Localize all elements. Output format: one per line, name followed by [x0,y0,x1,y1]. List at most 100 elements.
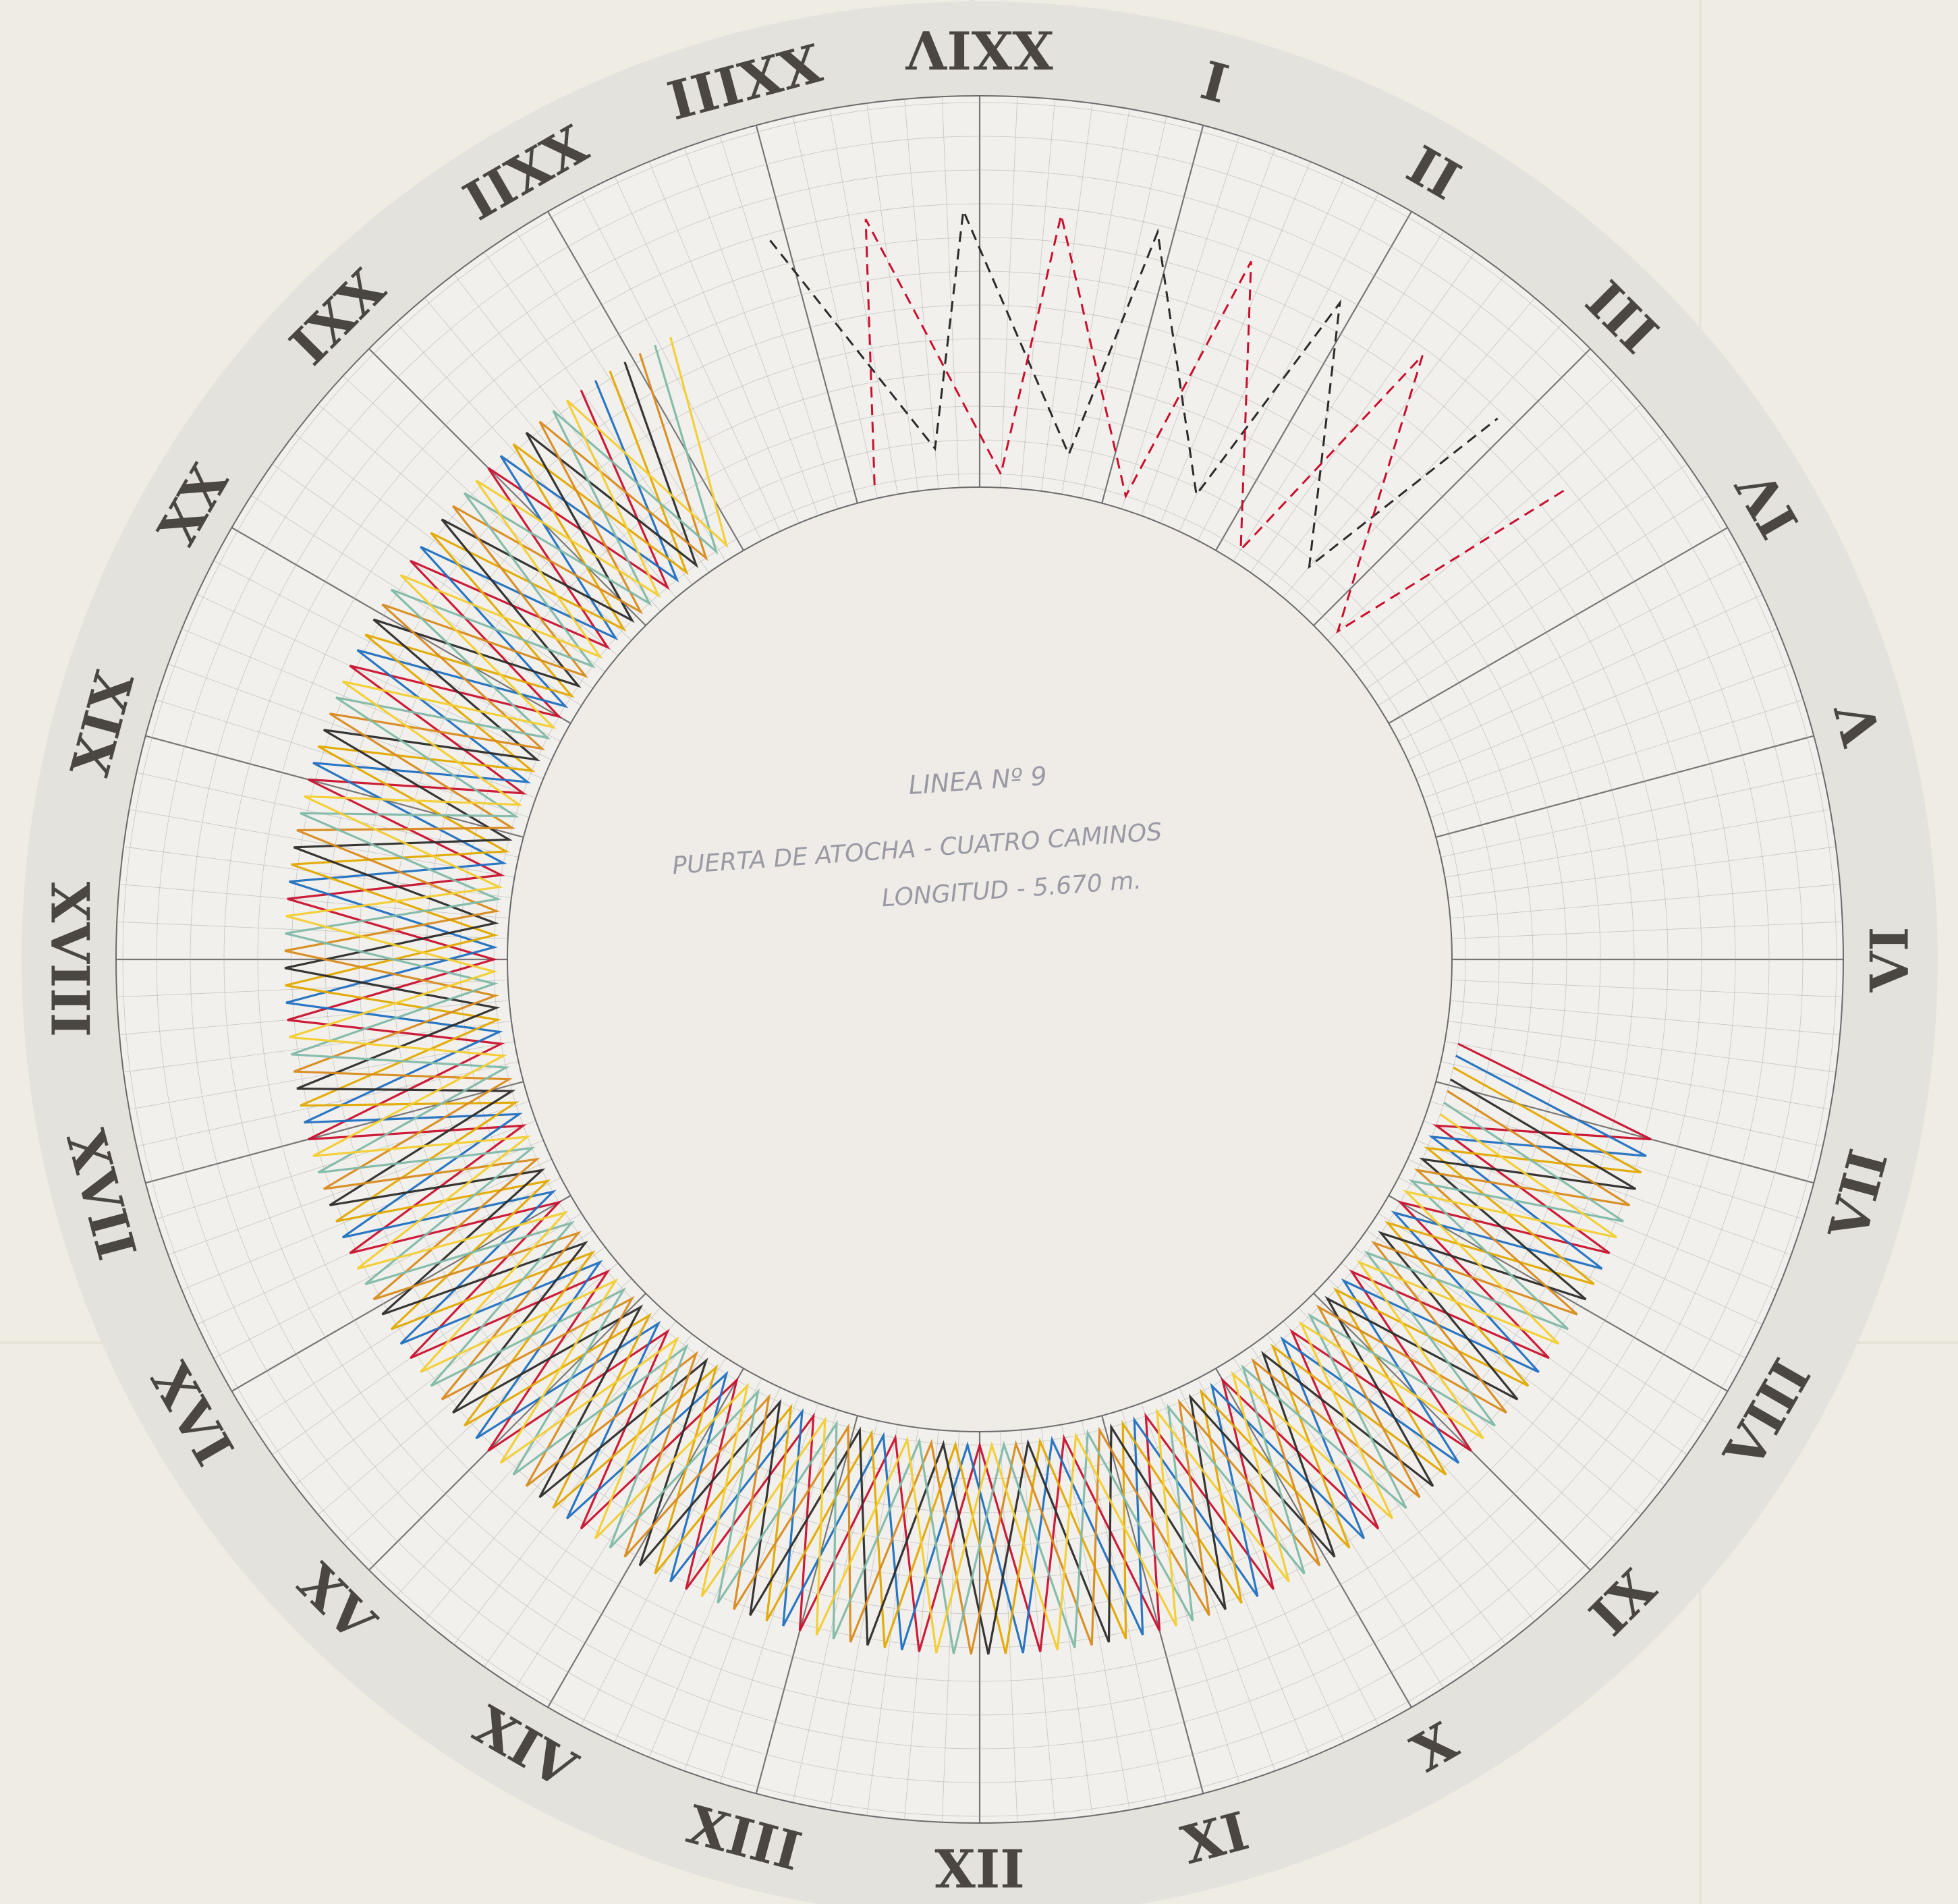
grid-radial-line [614,176,781,532]
grid-radial-line [1341,403,1642,656]
grid-radial-line [792,1420,878,1803]
hour-line [1101,125,1204,504]
grid-radial-line [1416,1140,1778,1291]
grid-radial-line [343,375,632,641]
grid-radial-line [1250,252,1476,573]
grid-radial-line [1197,193,1379,541]
train-trace [285,337,1618,1654]
grid-radial-line [1160,161,1311,524]
grid-radial-line [719,1409,838,1783]
grid-radial-line [1407,594,1763,760]
grid-radial-line [1416,628,1778,779]
grid-radial-line [1445,1041,1830,1110]
grid-radial-line [1440,772,1823,858]
hour-label: VI [1859,926,1921,992]
hour-line [1435,735,1814,838]
train-trace [285,370,1642,1654]
grid-radial-line [453,1334,693,1645]
hour-line [1388,527,1729,724]
hour-line [1435,1081,1814,1184]
grid-radial-line [181,1140,544,1291]
grid-radial-line [580,193,762,541]
grid-radial-line [168,1121,536,1256]
grid-circle [257,237,1702,1682]
grid-radial-line [1366,1230,1687,1455]
grid-radial-line [1266,274,1506,585]
grid-radial-line [1451,921,1843,939]
grid-radial-line [1061,109,1130,495]
grid-circle [459,439,1500,1480]
grid-radial-line [1082,116,1167,499]
grid-radial-line [515,231,727,561]
grid-radial-line [1298,323,1564,612]
grid-radial-line [614,1387,781,1743]
grid-radial-line [453,274,693,585]
hour-line [1313,348,1591,626]
grid-radial-line [580,1378,762,1726]
hour-label: XVIII [39,882,101,1038]
hour-line [547,1368,744,1708]
grid-radial-line [136,772,519,858]
grid-radial-line [484,252,709,573]
grid-radial-line [866,1427,919,1816]
grid-radial-line [1082,1420,1167,1803]
grid-radial-line [1000,1431,1018,1822]
grid-radial-line [648,161,800,524]
hour-line [755,125,858,504]
grid-radial-line [117,980,508,998]
grid-radial-line [1440,1061,1823,1147]
grid-radial-line [119,884,509,919]
grid-radial-line [792,116,878,499]
grid-radial-line [424,298,677,598]
hour-label: XII [934,1839,1025,1901]
train-trace [287,389,1652,1652]
grid-radial-line [136,1061,519,1147]
hour-line [145,735,524,838]
grid-radial-line [1121,136,1240,509]
grid-radial-line [1398,1177,1746,1359]
grid-radial-line [1445,809,1830,878]
grid-radial-line [1283,1320,1536,1621]
hour-label: XXIV [905,19,1054,80]
grid-radial-line [181,628,544,779]
grid-circle [122,102,1837,1817]
grid-radial-line [395,1307,661,1596]
hour-line [231,527,571,724]
grid-radial-line [829,1424,898,1810]
grid-radial-line [294,433,605,673]
dashed-train-trace [864,215,1565,634]
grid-radial-line [294,1246,605,1486]
grid-radial-line [1040,103,1093,492]
hour-line [1215,1368,1412,1708]
grid-radial-line [1407,1158,1763,1325]
grid-radial-line [866,103,919,492]
grid-radial-line [343,1278,632,1544]
train-trace [284,361,1637,1655]
grid-radial-line [1233,1357,1445,1688]
grid-radial-line [1398,560,1746,742]
grid-radial-line [1327,375,1617,641]
grid-radial-line [1423,663,1791,798]
grid-radial-line [318,403,619,656]
grid-radial-line [129,1041,515,1110]
grid-radial-line [156,1101,530,1220]
grid-radial-line [1197,1378,1379,1726]
grid-radial-line [941,96,959,488]
grid-radial-line [1354,433,1665,673]
hour-line [1101,1415,1204,1794]
grid-radial-line [1327,1278,1617,1544]
grid-radial-line [904,99,939,489]
hour-line [145,1081,524,1184]
inner-circle [507,486,1453,1432]
train-trace [285,380,1647,1654]
grid-radial-line [196,594,552,760]
hour-line [755,1415,858,1794]
grid-radial-line [251,495,582,706]
grid-radial-line [683,1403,818,1771]
grid-radial-line [1040,1427,1093,1816]
grid-radial-line [1378,495,1708,706]
hour-line [1313,1293,1591,1571]
grid-radial-line [1450,1000,1841,1035]
grid-radial-line [1266,1334,1506,1645]
